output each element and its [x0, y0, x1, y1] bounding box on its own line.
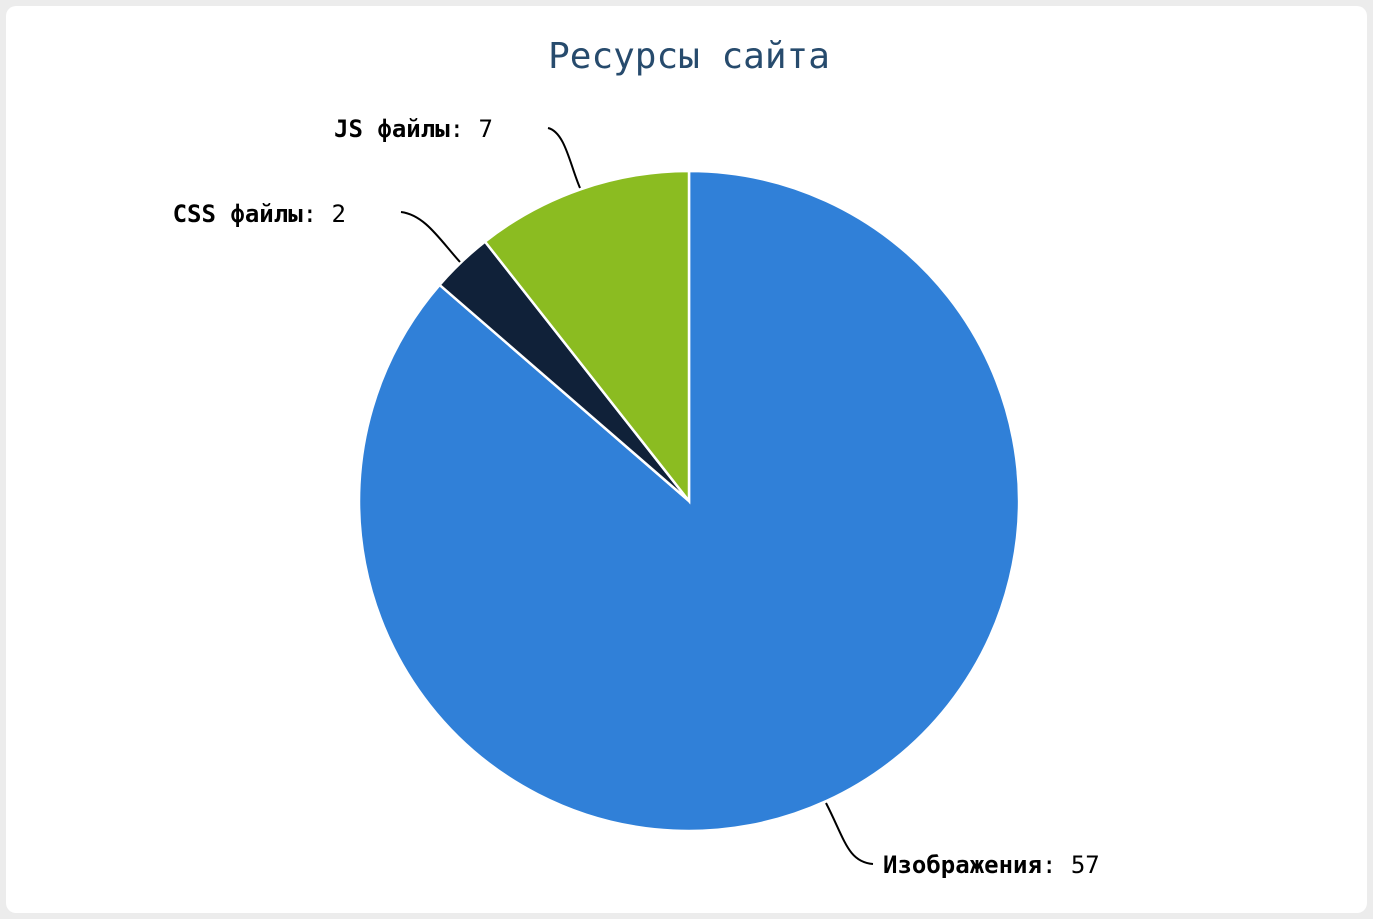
chart-title: Ресурсы сайта [548, 36, 830, 77]
data-label-value: 7 [479, 115, 493, 143]
label-connector-0 [825, 802, 874, 865]
labels-layer: Изображения: 57 CSS файлы: 2 JS файлы: 7 [173, 115, 1100, 879]
pie-slice-2[interactable] [483, 169, 691, 505]
data-label-value: 2 [332, 200, 346, 228]
data-label-separator: : [450, 115, 479, 143]
label-connector-1 [400, 211, 461, 263]
data-label-0: Изображения: 57 [883, 851, 1100, 879]
data-label-name: JS файлы [334, 115, 450, 143]
data-label-separator: : [303, 200, 332, 228]
slices-layer [357, 169, 1021, 833]
label-connector-2 [547, 127, 581, 189]
data-label-separator: : [1042, 851, 1071, 879]
data-label-name: CSS файлы [173, 200, 304, 228]
data-label-1: CSS файлы: 2 [173, 200, 346, 228]
data-label-name: Изображения [883, 851, 1042, 879]
data-label-2: JS файлы: 7 [334, 115, 493, 143]
data-label-value: 57 [1071, 851, 1100, 879]
